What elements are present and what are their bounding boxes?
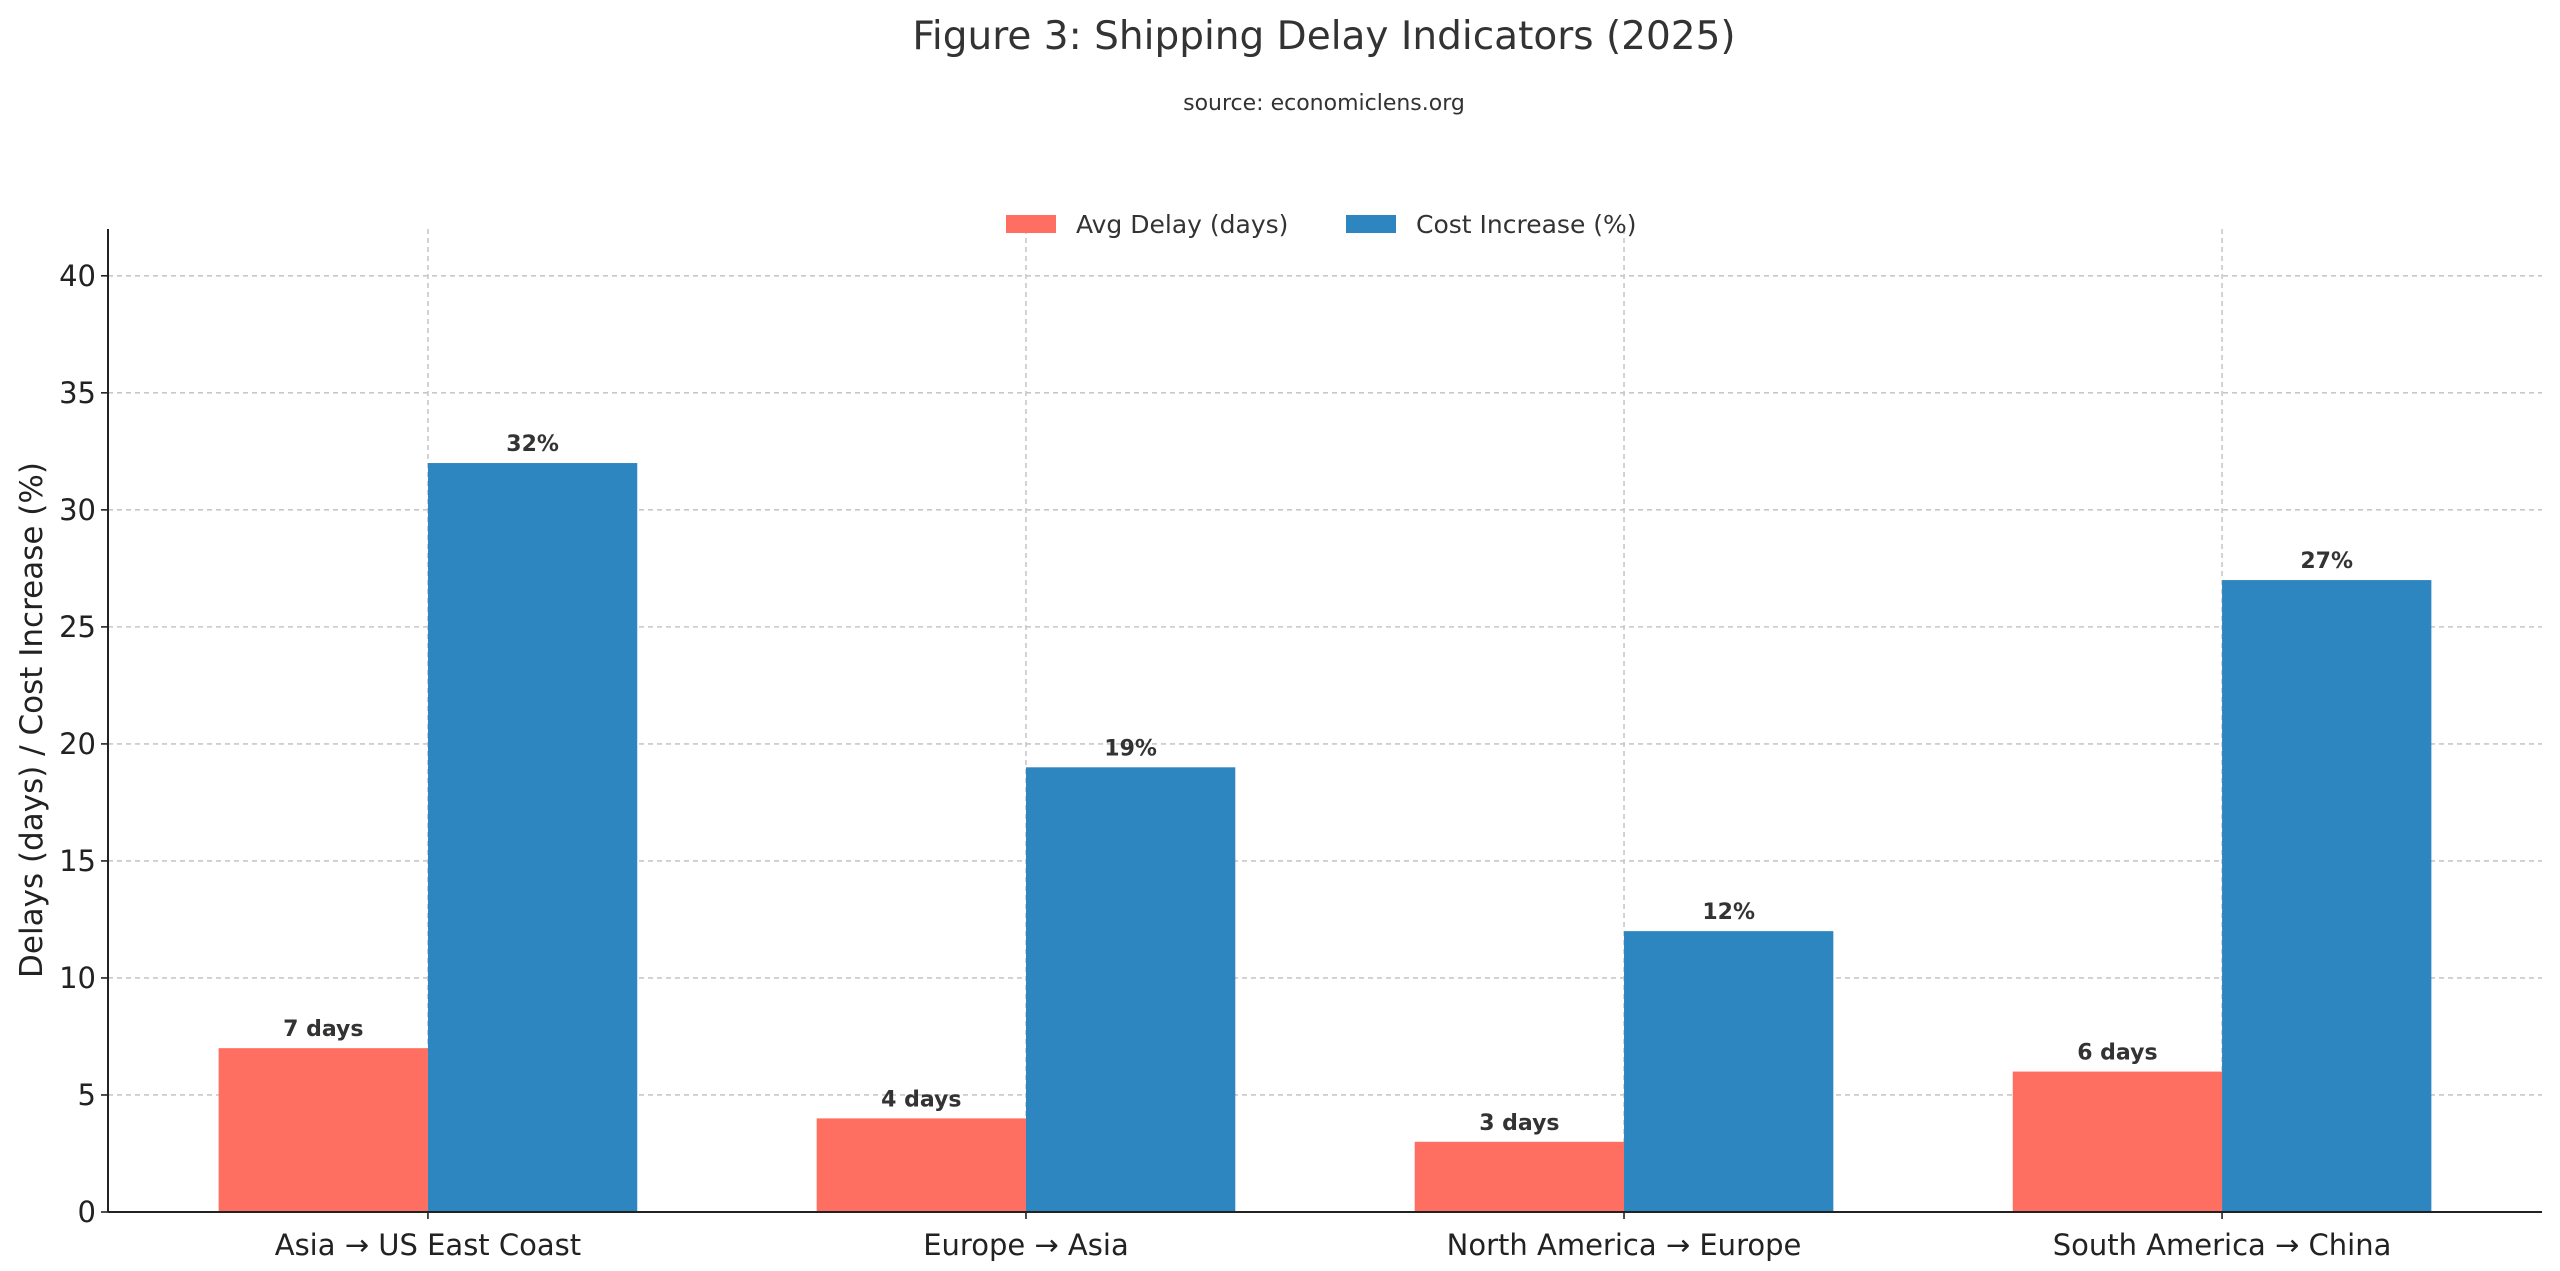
data-label: 32% bbox=[506, 432, 559, 457]
legend-swatch bbox=[1006, 215, 1056, 233]
data-label: 6 days bbox=[2077, 1041, 2157, 1066]
legend-label: Avg Delay (days) bbox=[1076, 210, 1288, 239]
y-tick-label: 25 bbox=[59, 610, 96, 644]
legend-label: Cost Increase (%) bbox=[1416, 210, 1637, 239]
y-tick-label: 30 bbox=[59, 493, 96, 527]
bar-avg-delay bbox=[218, 1048, 428, 1212]
y-tick-label: 10 bbox=[59, 961, 96, 995]
bar-cost-increase bbox=[427, 463, 638, 1212]
chart-title: Figure 3: Shipping Delay Indicators (202… bbox=[912, 14, 1735, 59]
bar-cost-increase bbox=[1025, 767, 1236, 1212]
y-axis-label: Delays (days) / Cost Increase (%) bbox=[14, 462, 50, 978]
legend: Avg Delay (days) Cost Increase (%) bbox=[1006, 210, 1637, 239]
y-tick-label: 0 bbox=[78, 1195, 96, 1229]
bars: 7 days 4 days 3 days 6 days 32% 19% 12% 27% bbox=[218, 432, 2432, 1212]
bar-avg-delay bbox=[2012, 1071, 2223, 1212]
chart-subtitle: source: economiclens.org bbox=[1183, 91, 1465, 116]
x-tick-label: Asia → US East Coast bbox=[275, 1228, 581, 1262]
y-tick-label: 40 bbox=[59, 259, 96, 293]
data-label: 12% bbox=[1702, 900, 1755, 925]
x-tick-label: North America → Europe bbox=[1447, 1228, 1802, 1262]
x-tick-label: South America → China bbox=[2053, 1228, 2392, 1262]
data-label: 27% bbox=[2300, 549, 2353, 574]
bar-cost-increase bbox=[1624, 931, 1834, 1212]
bar-avg-delay bbox=[816, 1118, 1026, 1212]
x-tick-label: Europe → Asia bbox=[923, 1228, 1129, 1262]
y-tick-label: 5 bbox=[78, 1078, 96, 1112]
data-label: 7 days bbox=[283, 1017, 363, 1042]
axes: 0 5 10 15 20 25 30 35 40 Asia → US East Coast Euro… bbox=[59, 229, 2542, 1262]
data-label: 4 days bbox=[881, 1087, 961, 1112]
y-tick-label: 15 bbox=[59, 844, 96, 878]
bar-cost-increase bbox=[2222, 580, 2432, 1212]
legend-swatch bbox=[1346, 215, 1396, 233]
y-tick-label: 20 bbox=[59, 727, 96, 761]
data-label: 19% bbox=[1104, 736, 1157, 761]
y-tick-label: 35 bbox=[59, 376, 96, 410]
bar-avg-delay bbox=[1414, 1141, 1625, 1212]
data-label: 3 days bbox=[1479, 1111, 1559, 1136]
